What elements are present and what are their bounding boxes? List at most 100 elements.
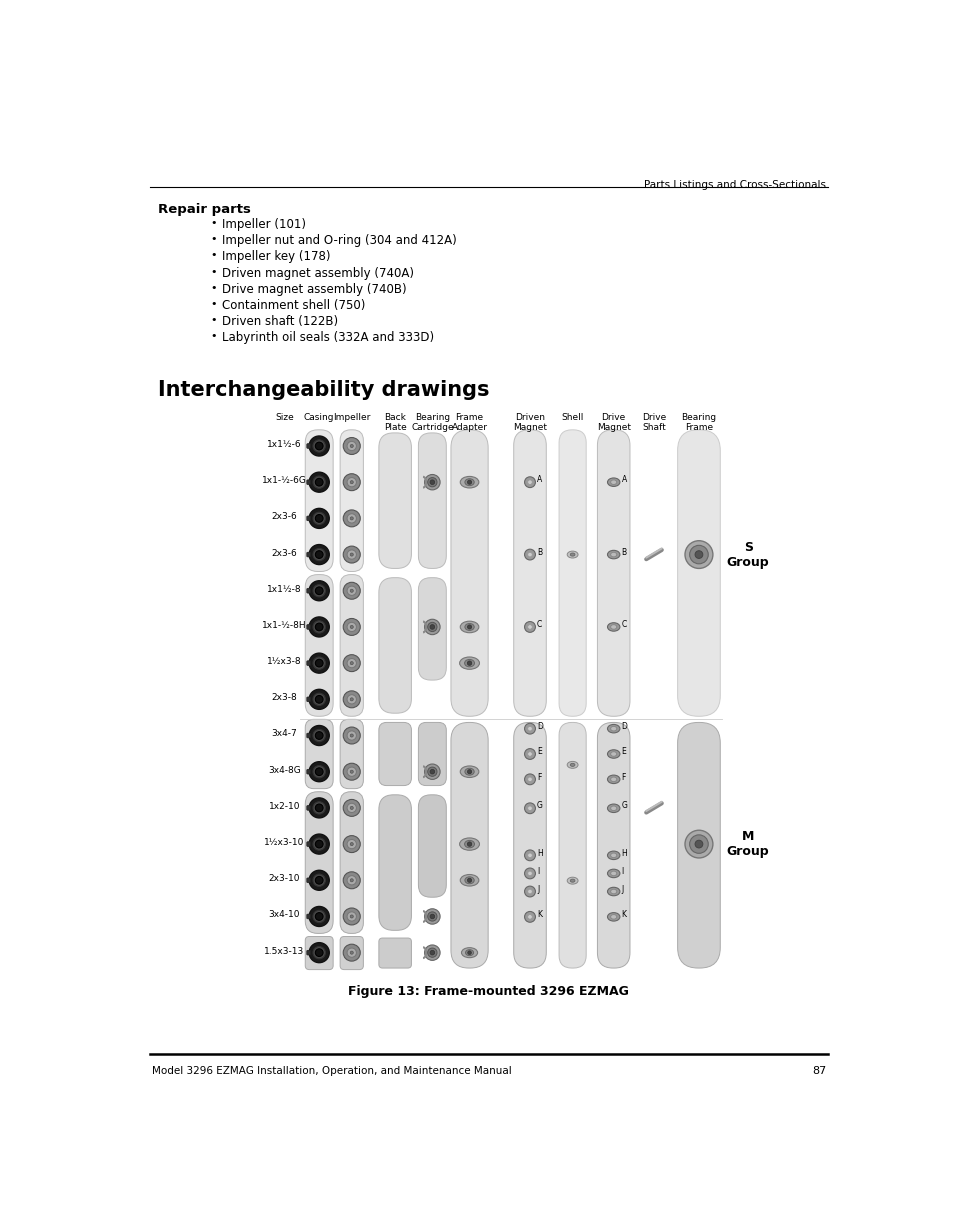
Circle shape: [524, 477, 535, 487]
Text: F: F: [537, 773, 540, 782]
FancyBboxPatch shape: [307, 517, 311, 520]
Text: 2x3-6: 2x3-6: [272, 513, 297, 521]
FancyBboxPatch shape: [305, 429, 333, 572]
FancyBboxPatch shape: [597, 429, 629, 717]
Circle shape: [343, 836, 360, 853]
Circle shape: [315, 768, 323, 775]
Ellipse shape: [570, 763, 575, 767]
FancyBboxPatch shape: [558, 429, 585, 717]
Circle shape: [689, 545, 707, 564]
Circle shape: [343, 655, 360, 671]
Circle shape: [424, 475, 439, 490]
Text: Drive
Magnet: Drive Magnet: [596, 413, 630, 432]
Circle shape: [424, 620, 439, 634]
Circle shape: [347, 839, 356, 849]
Circle shape: [347, 587, 356, 595]
Circle shape: [343, 872, 360, 888]
Circle shape: [309, 798, 329, 818]
Circle shape: [430, 914, 435, 919]
Text: F: F: [620, 773, 625, 782]
Circle shape: [309, 436, 329, 456]
Circle shape: [467, 879, 471, 882]
Circle shape: [350, 698, 353, 701]
FancyBboxPatch shape: [307, 661, 311, 665]
Text: Impeller (101): Impeller (101): [222, 218, 306, 231]
Circle shape: [527, 806, 532, 811]
FancyBboxPatch shape: [307, 842, 311, 847]
Text: Bearing
Cartridge: Bearing Cartridge: [411, 413, 454, 432]
FancyBboxPatch shape: [378, 937, 411, 968]
Ellipse shape: [610, 726, 617, 731]
Ellipse shape: [607, 775, 619, 784]
Circle shape: [309, 580, 329, 601]
Circle shape: [315, 876, 323, 885]
Circle shape: [343, 618, 360, 636]
Circle shape: [350, 517, 353, 520]
Text: •: •: [211, 218, 217, 228]
Text: Containment shell (750): Containment shell (750): [222, 299, 365, 312]
Text: Repair parts: Repair parts: [158, 202, 251, 216]
Circle shape: [350, 806, 353, 810]
Circle shape: [313, 621, 325, 633]
Text: B: B: [537, 547, 541, 557]
Circle shape: [350, 553, 353, 556]
Circle shape: [527, 752, 532, 756]
Circle shape: [430, 480, 435, 485]
FancyBboxPatch shape: [340, 719, 363, 789]
Circle shape: [315, 551, 323, 558]
FancyBboxPatch shape: [340, 574, 363, 717]
Circle shape: [524, 867, 535, 879]
Circle shape: [427, 477, 436, 487]
Circle shape: [309, 907, 329, 926]
Circle shape: [695, 551, 702, 558]
Text: •: •: [211, 331, 217, 341]
Circle shape: [427, 622, 436, 632]
Ellipse shape: [607, 551, 619, 558]
Circle shape: [343, 438, 360, 454]
Text: Driven
Magnet: Driven Magnet: [513, 413, 546, 432]
Circle shape: [313, 874, 325, 886]
Circle shape: [527, 552, 532, 557]
Circle shape: [315, 731, 323, 740]
FancyBboxPatch shape: [340, 936, 363, 969]
Circle shape: [347, 477, 356, 487]
FancyBboxPatch shape: [340, 791, 363, 934]
Circle shape: [424, 945, 439, 961]
FancyBboxPatch shape: [305, 574, 333, 717]
Circle shape: [467, 625, 471, 629]
Text: 1x1½-8: 1x1½-8: [267, 585, 301, 594]
Ellipse shape: [459, 621, 478, 633]
Circle shape: [350, 626, 353, 628]
Text: J: J: [620, 885, 623, 893]
Circle shape: [350, 444, 353, 448]
Circle shape: [343, 510, 360, 526]
Text: Drive magnet assembly (740B): Drive magnet assembly (740B): [222, 282, 407, 296]
Circle shape: [309, 472, 329, 492]
Text: Impeller key (178): Impeller key (178): [222, 250, 331, 264]
Ellipse shape: [607, 623, 619, 631]
FancyBboxPatch shape: [418, 723, 446, 785]
Ellipse shape: [607, 913, 619, 921]
FancyBboxPatch shape: [307, 697, 311, 702]
FancyBboxPatch shape: [307, 552, 311, 557]
FancyBboxPatch shape: [418, 433, 446, 568]
Circle shape: [343, 546, 360, 563]
Circle shape: [343, 691, 360, 708]
Ellipse shape: [459, 656, 479, 669]
Text: S
Group: S Group: [726, 541, 769, 568]
Circle shape: [427, 767, 436, 777]
Circle shape: [467, 480, 471, 485]
FancyBboxPatch shape: [418, 578, 446, 680]
Circle shape: [347, 804, 356, 812]
Text: •: •: [211, 266, 217, 276]
Text: Drive
Shaft: Drive Shaft: [641, 413, 665, 432]
FancyBboxPatch shape: [378, 578, 411, 713]
Ellipse shape: [459, 838, 479, 850]
Circle shape: [315, 623, 323, 631]
Circle shape: [524, 622, 535, 632]
Text: 1x1-½-8H: 1x1-½-8H: [262, 621, 306, 629]
Circle shape: [343, 763, 360, 780]
Circle shape: [315, 479, 323, 486]
Circle shape: [315, 948, 323, 957]
Circle shape: [467, 769, 471, 774]
